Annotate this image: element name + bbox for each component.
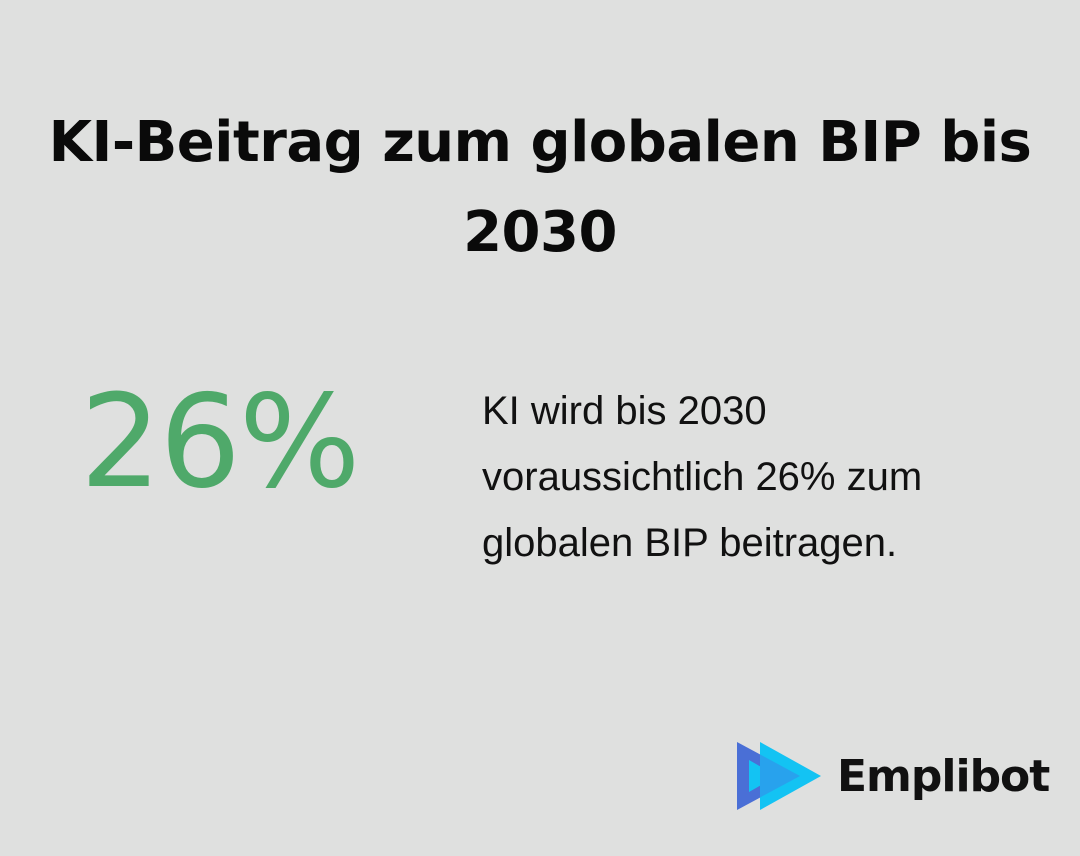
page-title: KI-Beitrag zum globalen BIP bis 2030 (48, 110, 1032, 265)
stat-value: 26% (80, 368, 360, 517)
brand-logo: Emplibot (737, 742, 1050, 810)
play-arrows-icon (737, 742, 821, 810)
logo-text: Emplibot (837, 750, 1050, 802)
stat-description: KI wird bis 2030 voraussichtlich 26% zum… (482, 389, 923, 565)
